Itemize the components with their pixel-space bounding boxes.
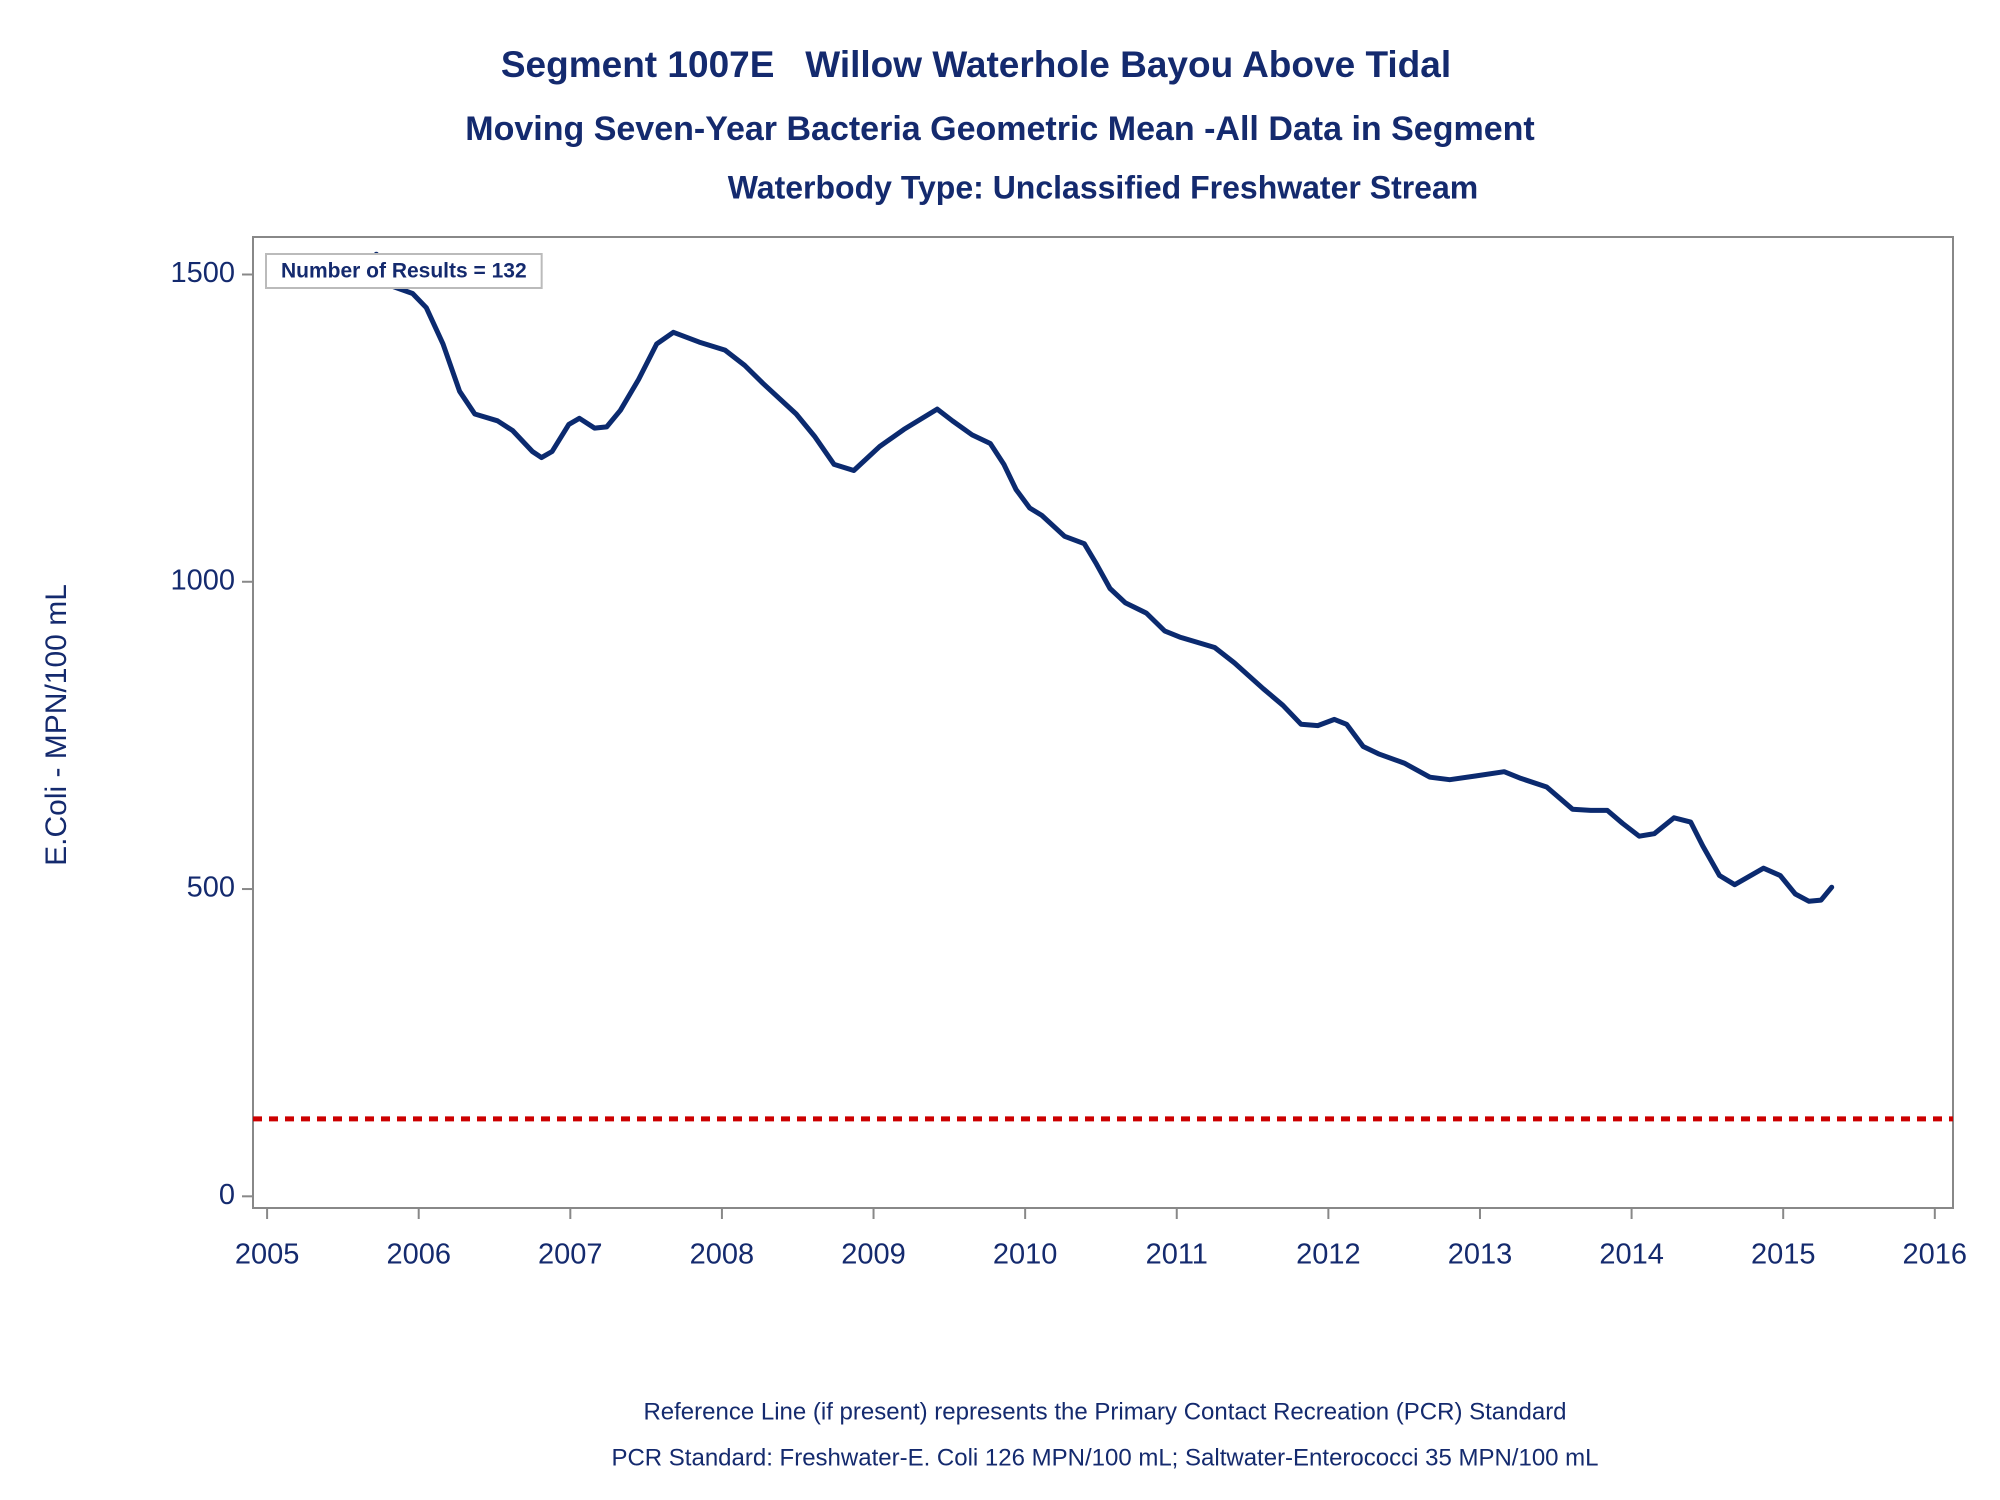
y-tick-label: 500	[187, 872, 235, 904]
chart-title: Segment 1007E Willow Waterhole Bayou Abo…	[501, 44, 1451, 85]
plot-frame	[252, 236, 1954, 1209]
x-tick-label: 2008	[690, 1239, 755, 1271]
x-tick-label: 2007	[538, 1239, 603, 1271]
x-tick-label: 2014	[1599, 1239, 1664, 1271]
x-tick-label: 2005	[235, 1239, 300, 1271]
annotation-box	[265, 253, 543, 289]
x-tick-label: 2012	[1296, 1239, 1361, 1271]
x-tick-label: 2013	[1448, 1239, 1513, 1271]
x-tick-label: 2010	[993, 1239, 1058, 1271]
chart-subtitle: Waterbody Type: Unclassified Freshwater …	[728, 169, 1478, 205]
y-tick-label: 1500	[170, 257, 235, 289]
x-tick-label: 2009	[841, 1239, 906, 1271]
x-tick-label: 2015	[1751, 1239, 1816, 1271]
x-tick-label: 2016	[1903, 1239, 1968, 1271]
footnote: Reference Line (if present) represents t…	[643, 1398, 1566, 1425]
x-tick-label: 2006	[386, 1239, 451, 1271]
footnote: PCR Standard: Freshwater-E. Coli 126 MPN…	[611, 1444, 1598, 1471]
y-tick-label: 1000	[170, 564, 235, 596]
data-line	[373, 251, 1835, 904]
x-tick-label: 2011	[1146, 1239, 1208, 1271]
y-axis-label: E.Coli - MPN/100 mL	[40, 584, 73, 866]
plot-clip	[253, 251, 1953, 1122]
annotation: Number of Results = 132	[281, 260, 527, 283]
y-tick-label: 0	[219, 1179, 235, 1211]
chart-subtitle: Moving Seven-Year Bacteria Geometric Mea…	[465, 110, 1534, 148]
